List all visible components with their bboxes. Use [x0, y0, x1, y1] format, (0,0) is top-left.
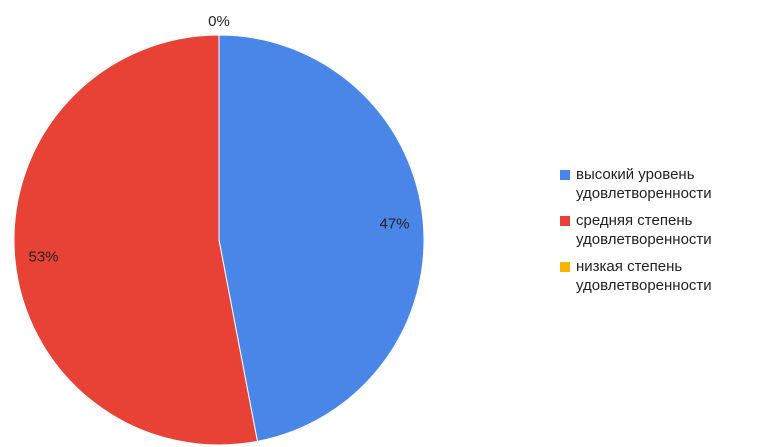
legend-swatch-medium [560, 216, 570, 226]
legend-item-medium: средняя степень удовлетворенности [560, 211, 760, 249]
pie-slice-label-medium: 53% [28, 249, 58, 266]
pie-slice-medium [13, 34, 258, 446]
pie-slice-label-high: 47% [379, 215, 409, 232]
legend-swatch-low [560, 262, 570, 272]
legend-label-high: высокий уровень удовлетворенности [576, 166, 712, 202]
legend-label-medium: средняя степень удовлетворенности [576, 212, 712, 248]
pie-slice-label-low: 0% [208, 13, 230, 30]
legend-label-low: низкая степень удовлетворенности [576, 258, 712, 294]
legend-item-low: низкая степень удовлетворенности [560, 257, 760, 295]
chart-legend: высокий уровень удовлетворенности средня… [560, 165, 760, 303]
pie-slice-high [218, 34, 425, 442]
legend-item-high: высокий уровень удовлетворенности [560, 165, 760, 203]
legend-swatch-high [560, 170, 570, 180]
